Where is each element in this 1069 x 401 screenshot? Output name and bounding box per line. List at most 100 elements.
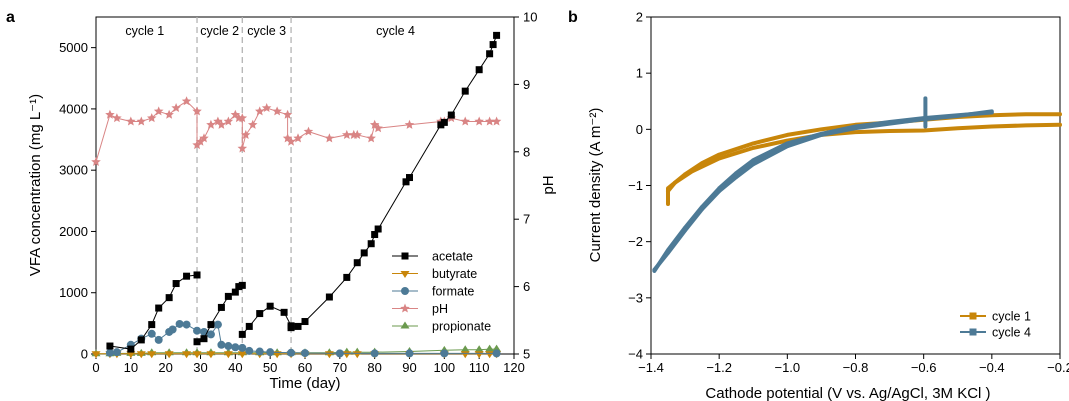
- y-axis-label-b: Current density (A m⁻²): [587, 108, 604, 263]
- cycle-1-point-1-8: [785, 139, 789, 143]
- acetate-point-1-4: [224, 292, 232, 300]
- ph-point-0-2: [112, 113, 122, 123]
- acetate-point-3-13: [440, 118, 448, 126]
- acetate-point-2-0: [238, 330, 246, 338]
- cycle-1-point-1-0: [1058, 123, 1062, 127]
- formate-point-0-12: [206, 330, 215, 339]
- cycle-4-point-1-7: [751, 162, 755, 166]
- cycle-1-point-1-9: [751, 146, 755, 150]
- plot-frame-a: [95, 16, 515, 355]
- ph-point-0-32: [324, 133, 335, 143]
- legend-marker-cycle-4: [969, 328, 977, 336]
- acetate-point-3-11: [406, 174, 413, 182]
- y2-tick-label-a-4: 9: [523, 77, 530, 92]
- cycle-1-point-0-14: [1058, 112, 1062, 116]
- x-tick-label-b-6: −0.2: [1047, 360, 1069, 375]
- x-tick-label-a-5: 50: [263, 360, 277, 375]
- cycle-4-point-0-4: [717, 186, 721, 190]
- acetate-point-2-2: [256, 310, 264, 318]
- formate-point-0-7: [168, 325, 177, 334]
- cycle-4-point-0-5: [734, 171, 738, 175]
- acetate-point-0-5: [165, 294, 173, 302]
- ph-point-0-26: [272, 106, 282, 116]
- legend-a: acetate butyrate formate pH propionate: [392, 250, 491, 334]
- cycle-4-point-1-8: [734, 175, 738, 179]
- cycle-label-2: cycle 3: [247, 24, 286, 38]
- ph-point-0-29: [286, 136, 296, 146]
- x-tick-label-a-9: 90: [402, 360, 416, 375]
- ph-point-0-38: [373, 123, 383, 133]
- ph-point-0-14: [206, 119, 216, 129]
- butyrate-point-0-8: [192, 351, 202, 359]
- formate-point-0-14: [217, 340, 226, 349]
- propionate-point-0-25: [492, 344, 502, 352]
- formate-point-0-20: [266, 348, 275, 357]
- acetate-point-0-1: [127, 345, 135, 353]
- ph-point-0-5: [147, 113, 157, 123]
- propionate-point-0-22: [460, 345, 470, 353]
- cycle-1-point-1-1: [1024, 123, 1028, 127]
- cycle-4-point-0-6: [751, 158, 755, 162]
- series-b: [652, 96, 1062, 273]
- ph-point-0-45: [484, 116, 495, 126]
- legend-label-cycle-1: cycle 1: [992, 310, 1031, 324]
- formate-point-0-23: [335, 349, 344, 358]
- acetate-point-2-3: [266, 302, 274, 310]
- acetate-point-3-3: [325, 293, 333, 301]
- cycle-4-point-1-4: [854, 126, 857, 130]
- ph-point-0-8: [171, 103, 181, 112]
- ph-point-0-3: [126, 116, 136, 126]
- legend-marker-ph: [400, 303, 410, 313]
- ph-point-0-17: [223, 116, 234, 126]
- y2-axis-label-a: pH: [540, 175, 557, 194]
- y-tick-label-b-5: 1: [636, 66, 643, 81]
- series-ph: [91, 96, 502, 166]
- acetate-point-3-10: [402, 178, 410, 186]
- cycle-4-point-1-0: [990, 109, 994, 113]
- acetate-point-0-8: [193, 271, 201, 279]
- series-butyrate: [91, 351, 502, 359]
- y-tick-label-b-1: −3: [628, 290, 643, 305]
- cycle-4-point-1-13: [652, 268, 656, 272]
- butyrate-point-0-5: [147, 351, 157, 359]
- cycle-1-point-1-12: [673, 181, 677, 185]
- y2-tick-label-a-2: 7: [523, 212, 530, 227]
- ph-point-0-10: [192, 106, 202, 116]
- cycle-1-point-0-6: [785, 133, 789, 137]
- acetate-point-3-6: [360, 249, 368, 257]
- acetate-point-0-7: [183, 272, 191, 280]
- legend-marker-propionate: [400, 321, 410, 329]
- ph-point-0-23: [248, 119, 258, 129]
- acetate-point-3-9: [374, 225, 382, 233]
- cycle-1-point-0-4: [717, 153, 721, 157]
- butyrate-point-0-7: [182, 351, 192, 359]
- x-tick-label-b-4: −0.6: [911, 360, 937, 375]
- cycle-1-point-1-2: [990, 125, 994, 129]
- x-tick-label-b-2: −1.0: [774, 360, 800, 375]
- formate-point-0-25: [405, 349, 414, 358]
- cycle-dividers: [196, 17, 292, 354]
- cycle-1-point-0-3: [700, 161, 704, 165]
- acetate-point-3-17: [486, 50, 494, 58]
- formate-point-0-13: [213, 320, 222, 329]
- x-tick-label-a-0: 0: [92, 360, 99, 375]
- formate-point-0-16: [231, 343, 240, 352]
- ph-point-0-11: [192, 140, 202, 150]
- y-tick-label-a-4: 4000: [59, 101, 88, 116]
- cycle-1-point-1-6: [854, 130, 857, 134]
- acetate-point-0-2: [137, 336, 145, 344]
- cycle-4-trace-1: [652, 109, 994, 272]
- butyrate-point-0-23: [474, 351, 484, 359]
- ph-point-0-46: [491, 116, 502, 126]
- x-tick-label-b-5: −0.4: [979, 360, 1005, 375]
- acetate-point-3-8: [371, 231, 379, 239]
- acetate-point-3-0: [287, 324, 295, 332]
- ph-point-0-7: [164, 109, 174, 119]
- legend-marker-cycle-1: [969, 312, 977, 320]
- ph-point-0-22: [241, 129, 251, 139]
- cycle-1-point-0-5: [751, 141, 755, 145]
- propionate-point-0-23: [474, 345, 484, 353]
- acetate-point-0-4: [155, 304, 163, 312]
- cycle-labels: cycle 1 cycle 2 cycle 3 cycle 4: [125, 24, 415, 38]
- ph-point-0-30: [293, 133, 303, 143]
